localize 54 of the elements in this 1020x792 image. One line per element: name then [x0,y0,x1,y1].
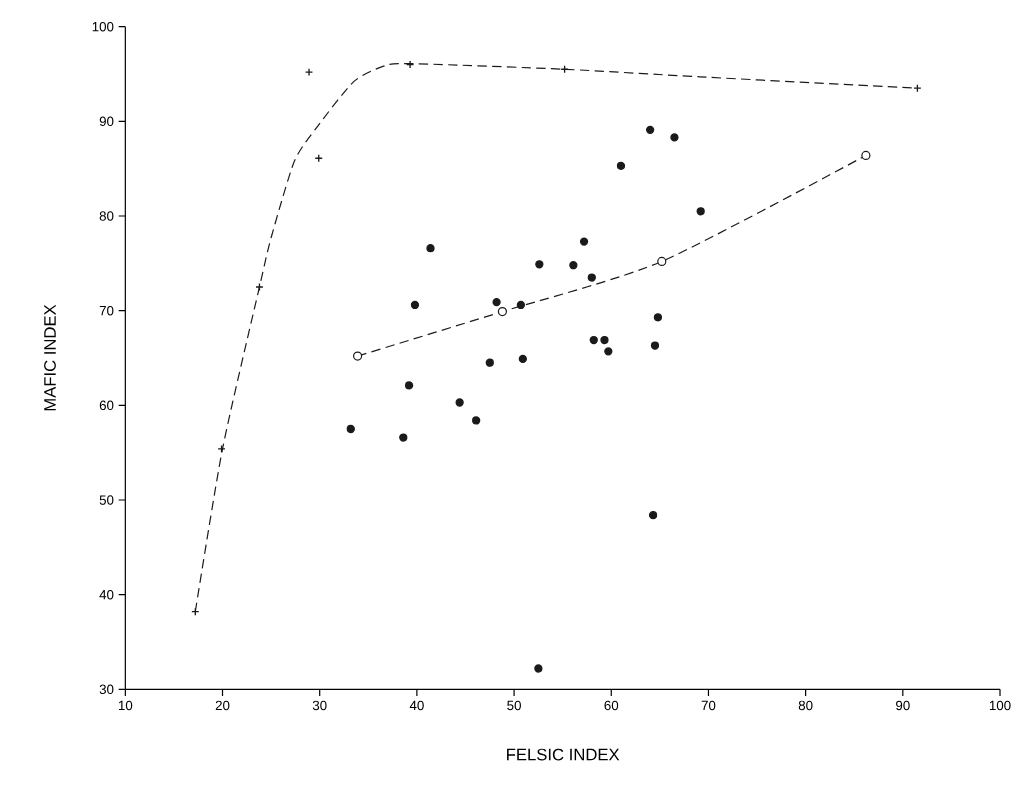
point [455,398,464,407]
y-tick-label: 40 [99,589,114,600]
point [472,416,481,425]
point [217,444,226,454]
y-tick-label: 70 [99,305,114,316]
point [861,150,871,161]
point [650,341,660,350]
point [589,335,598,345]
x-tick-label: 30 [312,700,327,711]
point [492,298,501,307]
point [600,335,609,345]
point [404,381,414,390]
x-tick-label: 70 [701,700,716,711]
y-tick-label: 80 [99,211,114,221]
point [648,511,658,520]
y-axis-title: MAFIC INDEX [44,304,56,411]
point [518,354,527,364]
x-tick-label: 100 [989,700,1011,711]
point [255,282,264,292]
x-tick-label: 50 [507,700,521,711]
point [587,273,596,282]
x-tick-label: 40 [409,700,424,711]
point [516,300,526,310]
point [569,261,578,270]
y-tick-label: 30 [99,684,114,695]
point [304,67,314,77]
point [646,125,655,134]
y-tick-label: 100 [92,21,114,32]
point [497,307,508,317]
point [579,237,589,246]
point [535,260,544,269]
point [604,347,613,356]
point [657,256,667,267]
y-tick-label: 60 [99,400,114,411]
point [670,133,679,142]
point [353,351,363,361]
x-axis-title: FELSIC INDEX [507,748,620,761]
y-tick-label: 50 [99,495,114,505]
point [346,424,355,434]
x-tick-label: 20 [215,700,230,711]
point [405,60,415,69]
x-tick-label: 90 [896,700,910,711]
x-tick-label: 60 [604,700,619,711]
point [653,313,663,322]
point [485,358,494,367]
point [534,664,543,673]
y-tick-label: 90 [99,116,114,127]
point [399,433,408,442]
point [616,161,626,170]
point [410,300,420,310]
x-tick-label: 10 [118,700,133,711]
point [426,244,435,253]
x-tick-label: 80 [798,700,813,711]
point [696,207,705,216]
